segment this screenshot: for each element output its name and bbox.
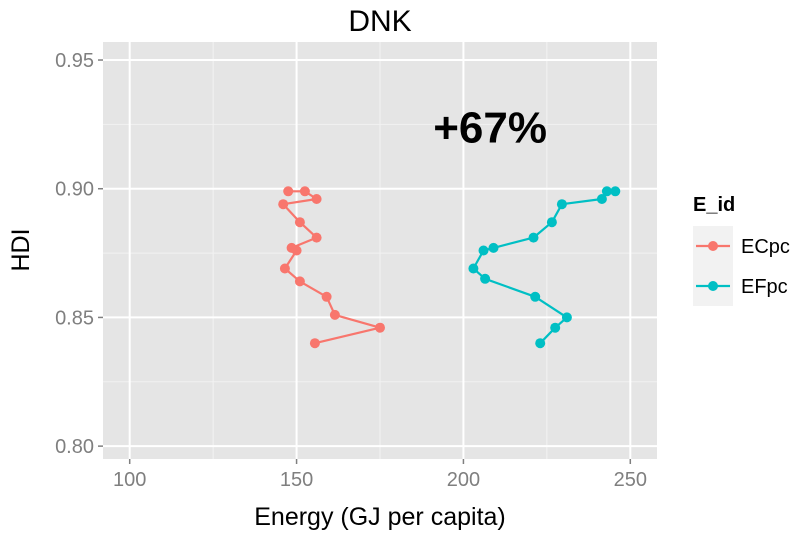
- data-point-efpc: [478, 245, 489, 256]
- data-point-ecpc: [375, 322, 385, 333]
- data-point-efpc: [596, 194, 607, 204]
- legend-entry-efpc: EFpc: [693, 266, 788, 306]
- data-point-ecpc: [299, 186, 310, 197]
- plot-title: DNK: [348, 5, 411, 38]
- series-efpc: [468, 186, 621, 349]
- data-point-efpc: [488, 242, 499, 253]
- legend-label-efpc: EFpc: [741, 276, 788, 298]
- y-axis: 0.80 0.85 0.90 0.95: [55, 50, 103, 458]
- x-tick-label: 100: [113, 469, 146, 491]
- y-tick-label: 0.80: [55, 436, 94, 458]
- data-point-efpc: [550, 322, 561, 333]
- legend-marker-efpc: [708, 281, 718, 291]
- data-point-efpc: [528, 232, 539, 243]
- minor-gridlines: [103, 42, 657, 459]
- data-point-ecpc: [311, 194, 322, 204]
- series-line-efpc: [472, 190, 616, 344]
- x-axis-title: Energy (GJ per capita): [254, 503, 506, 531]
- data-point-ecpc: [278, 199, 289, 210]
- x-tick-label: 200: [447, 469, 480, 491]
- data-point-ecpc: [311, 232, 322, 243]
- data-point-ecpc: [294, 276, 305, 287]
- legend-marker-ecpc: [708, 241, 718, 251]
- y-axis-title: HDI: [7, 228, 35, 271]
- data-point-efpc: [546, 217, 557, 228]
- data-point-efpc: [535, 338, 546, 349]
- legend-label-ecpc: ECpc: [741, 236, 790, 258]
- legend-title: E_id: [693, 194, 735, 216]
- data-point-ecpc: [309, 338, 320, 349]
- data-point-efpc: [561, 312, 572, 323]
- legend-entry-ecpc: ECpc: [693, 226, 790, 266]
- percent-change-annotation: +67%: [433, 103, 547, 152]
- data-point-efpc: [556, 199, 567, 210]
- data-point-efpc: [468, 263, 479, 274]
- data-point-ecpc: [329, 309, 340, 320]
- data-point-efpc: [601, 186, 612, 197]
- x-tick-label: 250: [614, 469, 647, 491]
- y-tick-label: 0.90: [55, 179, 94, 201]
- y-tick-label: 0.85: [55, 307, 94, 329]
- data-point-ecpc: [283, 186, 294, 197]
- x-tick-label: 150: [280, 469, 313, 491]
- data-point-ecpc: [294, 217, 305, 228]
- data-point-ecpc: [321, 291, 332, 302]
- data-point-ecpc: [279, 263, 290, 274]
- series-layer: [278, 186, 621, 349]
- data-point-efpc: [530, 291, 541, 302]
- x-axis: 100 150 200 250: [113, 459, 647, 491]
- data-point-ecpc: [286, 242, 297, 253]
- series-ecpc: [278, 186, 385, 349]
- legend: E_id ECpc EFpc: [693, 194, 790, 306]
- y-tick-label: 0.95: [55, 50, 94, 72]
- data-point-efpc: [480, 273, 491, 284]
- data-point-efpc: [610, 186, 621, 197]
